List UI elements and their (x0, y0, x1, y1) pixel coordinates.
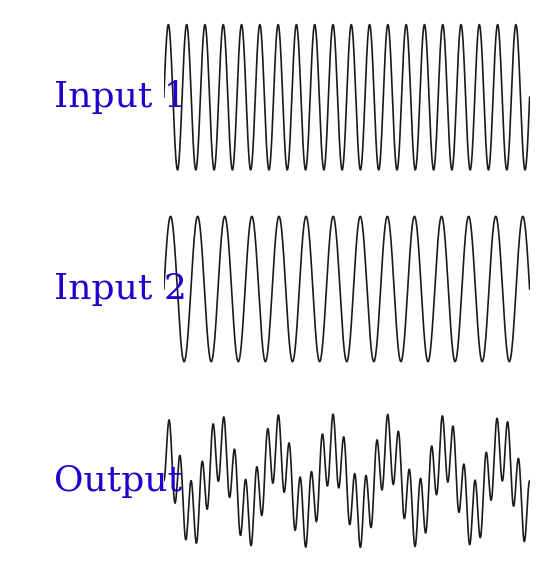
Text: Input 1: Input 1 (54, 80, 187, 114)
Text: Input 2: Input 2 (54, 272, 187, 306)
Text: Output: Output (54, 464, 182, 498)
